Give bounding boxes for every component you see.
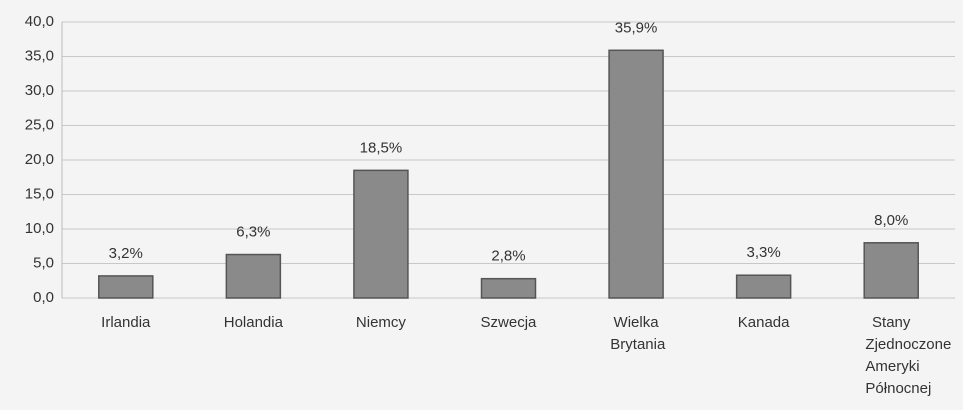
x-tick-label-box: Holandia — [223, 314, 283, 331]
y-tick-label: 35,0 — [25, 47, 54, 64]
x-tick-label: Szwecja — [480, 314, 537, 331]
data-label: 35,9% — [615, 19, 658, 36]
y-tick-label: 15,0 — [25, 185, 54, 202]
y-tick-label: 5,0 — [33, 254, 54, 271]
y-tick-label: 25,0 — [25, 116, 54, 133]
bar — [735, 274, 792, 299]
y-tick-label: 0,0 — [33, 289, 54, 306]
bar — [98, 275, 154, 299]
x-tick-label-box: Irlandia — [101, 314, 151, 331]
bar — [863, 242, 919, 299]
data-label: 18,5% — [360, 139, 403, 156]
x-tick-label: Wielka Brytania — [610, 314, 666, 353]
bar — [480, 277, 537, 299]
data-label: 3,3% — [747, 244, 781, 261]
x-tick-label: Stany Zjednoczone Ameryki Północnej — [865, 314, 952, 397]
x-tick-label: Niemcy — [355, 314, 406, 331]
x-tick-label-box: Niemcy — [355, 314, 406, 331]
data-label: 3,2% — [109, 245, 143, 262]
x-tick-label-box: Kanada — [737, 314, 790, 331]
y-tick-label: 20,0 — [25, 151, 54, 168]
data-label: 8,0% — [874, 212, 908, 229]
data-label: 2,8% — [491, 248, 525, 265]
x-tick-label-box: Szwecja — [480, 314, 537, 331]
x-tick-label: Irlandia — [101, 314, 151, 331]
y-tick-label: 30,0 — [25, 82, 54, 99]
data-label: 6,3% — [236, 223, 270, 240]
x-tick-label-box: Stany Zjednoczone Ameryki Północnej — [865, 314, 952, 397]
y-tick-label: 10,0 — [25, 220, 54, 237]
x-tick-label-box: Wielka Brytania — [610, 314, 666, 353]
y-tick-label: 40,0 — [25, 13, 54, 30]
bar — [608, 49, 664, 299]
x-tick-label: Holandia — [223, 314, 283, 331]
bar — [225, 253, 282, 299]
bar — [353, 169, 409, 299]
x-tick-label: Kanada — [737, 314, 790, 331]
